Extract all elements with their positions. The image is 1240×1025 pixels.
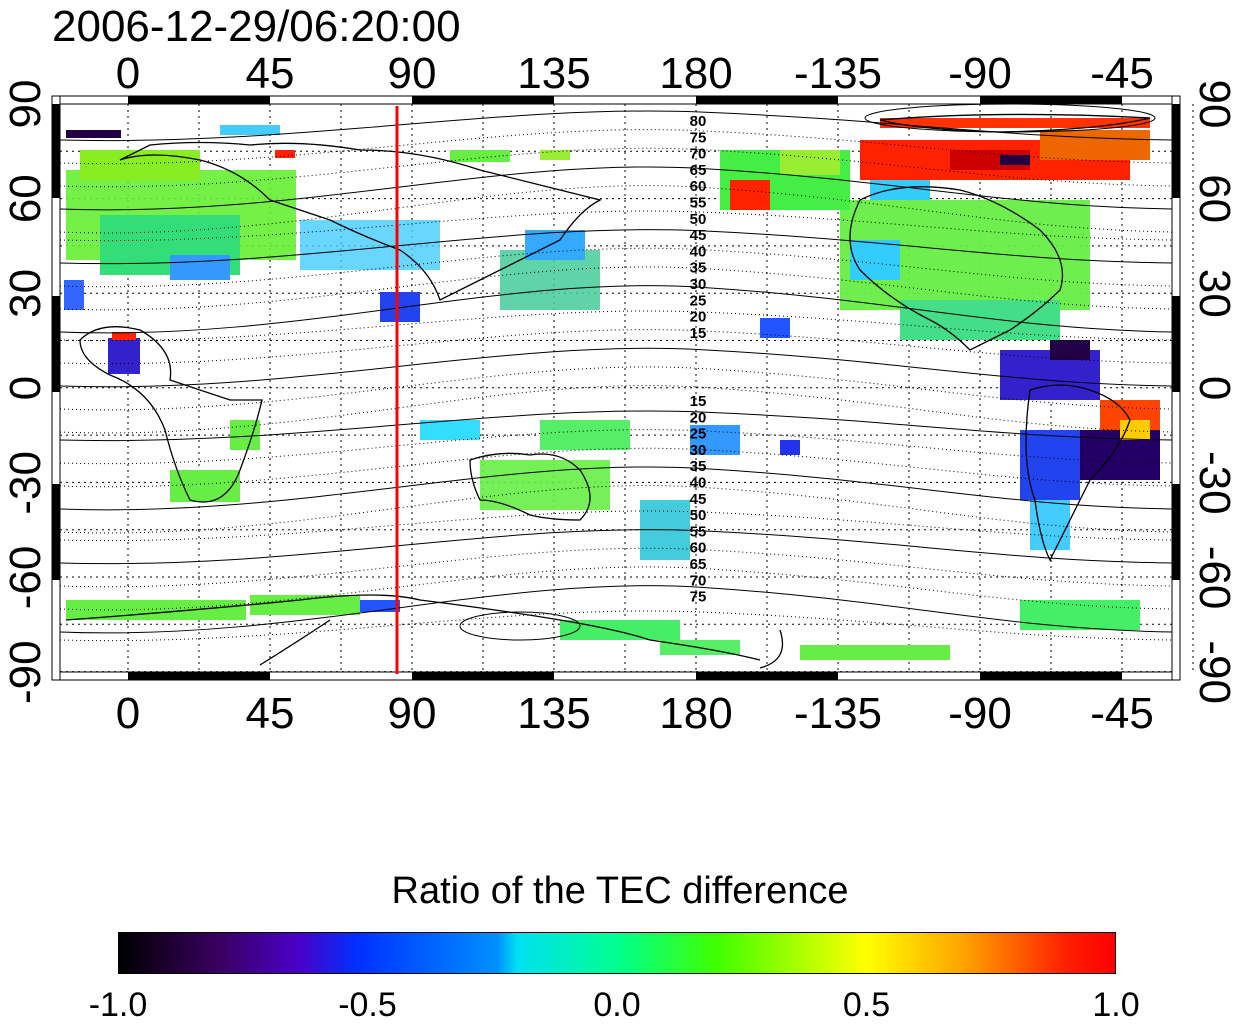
left-ticks-label: 0 xyxy=(1,376,50,400)
contour-label: 45 xyxy=(690,227,707,244)
magnetic-contours xyxy=(59,103,1173,642)
contour-label: 70 xyxy=(690,146,707,163)
axis-bars xyxy=(51,95,1181,681)
contour-label: 40 xyxy=(690,475,707,492)
contour-labels: 8075706560555045403530252015152025303540… xyxy=(690,113,707,606)
contour-label: 75 xyxy=(690,129,707,146)
bottom-ticks-label: 45 xyxy=(246,689,295,738)
bottom-ticks-label: -45 xyxy=(1090,689,1154,738)
left-latitude-ticks: 90 60 30 0 -30 -60 -90 xyxy=(1,80,50,704)
contour-label: 65 xyxy=(690,162,707,179)
contour-label: 75 xyxy=(690,589,707,606)
contour-label: 55 xyxy=(690,195,707,212)
right-ticks-label: -60 xyxy=(1190,546,1239,610)
contour-label: 35 xyxy=(690,458,707,475)
contour-label: 30 xyxy=(690,442,707,459)
coastlines xyxy=(65,113,1151,669)
left-ticks-label: -30 xyxy=(1,451,50,515)
contour-label: 15 xyxy=(690,393,707,410)
right-latitude-ticks: 90 60 30 0 -30 -60 -90 xyxy=(1190,80,1239,704)
contour-label: 50 xyxy=(690,211,707,228)
top-ticks-label: -90 xyxy=(948,49,1012,98)
right-ticks-label: 60 xyxy=(1190,174,1239,223)
map-title: 2006-12-29/06:20:00 xyxy=(52,2,461,51)
contour-label: 50 xyxy=(690,507,707,524)
top-ticks-label: -45 xyxy=(1090,49,1154,98)
left-ticks-label: -60 xyxy=(1,546,50,610)
right-ticks-label: -30 xyxy=(1190,451,1239,515)
left-ticks-label: 60 xyxy=(1,174,50,223)
contour-label: 60 xyxy=(690,178,707,195)
contour-label: 20 xyxy=(690,309,707,326)
right-ticks-label: 0 xyxy=(1190,376,1239,400)
colorbar-tick-label: 0.0 xyxy=(593,986,641,1024)
contour-label: 65 xyxy=(690,556,707,573)
right-ticks-label: 30 xyxy=(1190,269,1239,318)
colorbar-tick-label: -0.5 xyxy=(338,986,397,1024)
contour-label: 25 xyxy=(690,426,707,443)
bottom-ticks-label: -90 xyxy=(948,689,1012,738)
top-ticks-label: -135 xyxy=(794,49,882,98)
bottom-ticks-label: 180 xyxy=(659,689,732,738)
top-ticks-label: 45 xyxy=(246,49,295,98)
top-ticks-label: 180 xyxy=(659,49,732,98)
top-longitude-ticks: 0 45 90 135 180 -135 -90 -45 xyxy=(116,49,1154,98)
contour-label: 20 xyxy=(690,409,707,426)
bottom-longitude-ticks: 0 45 90 135 180 -135 -90 -45 xyxy=(116,689,1154,738)
bottom-ticks-label: 0 xyxy=(116,689,140,738)
contour-label: 35 xyxy=(690,260,707,277)
colorbar-tick-label: 0.5 xyxy=(842,986,891,1024)
bottom-ticks-label: 90 xyxy=(388,689,437,738)
left-ticks-label: -90 xyxy=(1,640,50,704)
contour-label: 25 xyxy=(690,292,707,309)
contour-label: 45 xyxy=(690,491,707,508)
colorbar-tick-label: 1.0 xyxy=(1092,986,1140,1024)
contour-label: 15 xyxy=(690,325,707,342)
colorbar-title: Ratio of the TEC difference xyxy=(391,870,849,912)
left-ticks-label: 30 xyxy=(1,269,50,318)
contour-label: 40 xyxy=(690,243,707,260)
contour-label: 80 xyxy=(690,113,707,130)
top-ticks-label: 135 xyxy=(517,49,590,98)
contour-label: 30 xyxy=(690,276,707,293)
left-ticks-label: 90 xyxy=(1,80,50,129)
top-ticks-label: 0 xyxy=(116,49,140,98)
top-ticks-label: 90 xyxy=(388,49,437,98)
contour-label: 70 xyxy=(690,572,707,589)
bottom-ticks-label: -135 xyxy=(794,689,882,738)
tec-map: 8075706560555045403530252015152025303540… xyxy=(1,49,1239,738)
right-ticks-label: 90 xyxy=(1190,80,1239,129)
contour-label: 55 xyxy=(690,523,707,540)
bottom-ticks-label: 135 xyxy=(517,689,590,738)
right-ticks-label: -90 xyxy=(1190,640,1239,704)
colorbar xyxy=(118,932,1116,974)
colorbar-tick-label: -1.0 xyxy=(88,986,148,1024)
contour-label: 60 xyxy=(690,540,707,557)
